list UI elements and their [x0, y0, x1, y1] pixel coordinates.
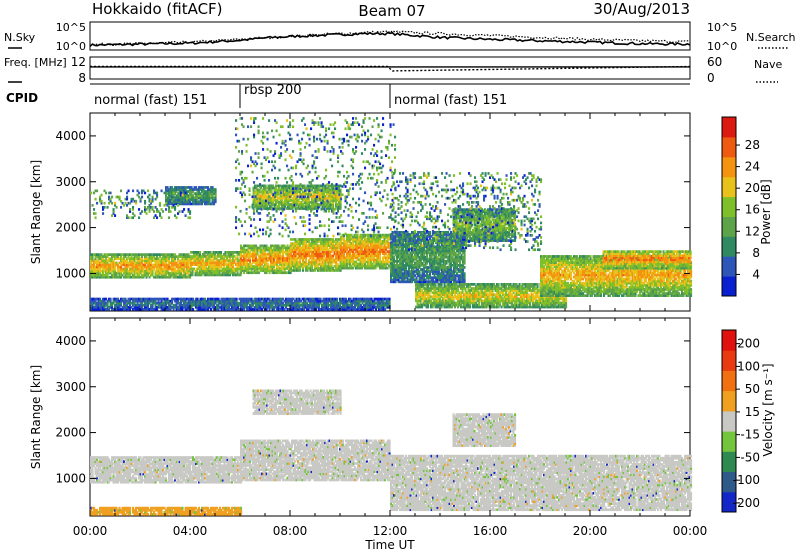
- nsky-tick-bottom: 10^0: [56, 40, 86, 53]
- nave-tick-top: 60: [707, 55, 722, 69]
- cpid-segment-group: normal (fast) 151 rbsp 200 normal (fast) 1…: [94, 83, 507, 108]
- rti-figure: Hokkaido (fitACF) Beam 07 30/Aug/2013 N.…: [0, 0, 800, 554]
- freq-label-line1: Freq. [MHz]: [4, 56, 67, 69]
- freq-panel: Freq. [MHz] 12 8 60 0 Nave: [4, 55, 782, 85]
- range-cell: [340, 185, 342, 188]
- range-cell: [192, 308, 194, 311]
- nsearch-tick-bottom: 10^0: [707, 40, 737, 53]
- range-cell: [336, 298, 338, 301]
- nave-tick-bottom: 0: [707, 71, 715, 85]
- range-cell: [220, 251, 222, 254]
- range-cell: [215, 188, 217, 191]
- cpid-segment-label: normal (fast) 151: [394, 93, 507, 108]
- date-label: 30/Aug/2013: [593, 0, 690, 18]
- beam-label: Beam 07: [358, 2, 425, 20]
- cpid-segment-label: normal (fast) 151: [94, 93, 207, 108]
- range-cell: [389, 298, 391, 301]
- nsky-panel: N.Sky 10^5 10^0 10^5 10^0 N.Search: [4, 21, 796, 53]
- figure-title: Hokkaido (fitACF): [92, 0, 223, 18]
- nsearch-tick-top: 10^5: [707, 21, 737, 34]
- range-cell: [110, 298, 112, 301]
- nsky-axis-label: N.Sky: [4, 31, 36, 44]
- range-cell: [199, 251, 201, 254]
- nsky-series-group: [90, 31, 690, 47]
- range-cell: [236, 298, 238, 301]
- nave-axis-label: Nave: [754, 58, 782, 71]
- freq-axis-label: Freq. [MHz]: [4, 56, 67, 69]
- cpid-label: CPID: [6, 91, 38, 105]
- freq-tick-top: 12: [71, 55, 86, 69]
- freq-tick-bottom: 8: [78, 71, 86, 85]
- range-cell: [340, 257, 342, 260]
- nsearch-axis-label: N.Search: [746, 31, 796, 44]
- nsky-tick-top: 10^5: [56, 21, 86, 34]
- freq-series-group: [90, 67, 690, 71]
- nsky-frame: [90, 22, 690, 50]
- cpid-segment-label: rbsp 200: [244, 83, 302, 98]
